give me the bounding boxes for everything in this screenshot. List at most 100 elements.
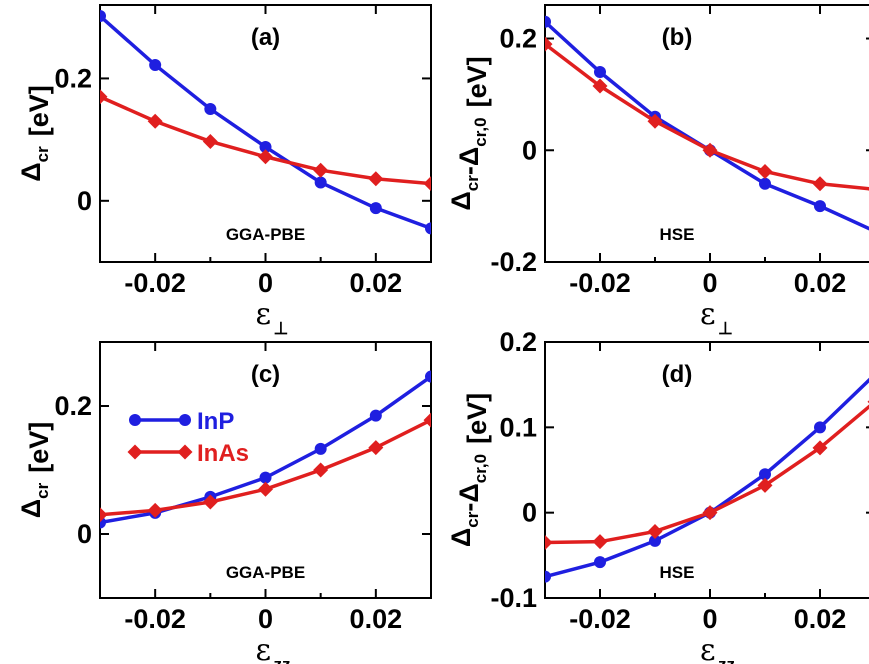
legend-label-inas: InAs bbox=[197, 440, 249, 467]
data-point-inp bbox=[315, 443, 327, 455]
series-line-inas bbox=[100, 97, 431, 184]
x-tick-label: 0.02 bbox=[794, 604, 847, 634]
data-point-inp bbox=[814, 200, 826, 212]
y-axis-symbol: -Δ bbox=[454, 147, 484, 175]
data-point-inas bbox=[593, 534, 608, 549]
y-axis-subscript: cr bbox=[463, 511, 482, 527]
x-tick-label: -0.02 bbox=[569, 604, 631, 634]
data-point-inas bbox=[424, 413, 439, 428]
panel-label: (b) bbox=[662, 24, 693, 51]
data-point-inp bbox=[594, 556, 606, 568]
data-point-inp bbox=[425, 371, 437, 383]
x-tick-label: -0.02 bbox=[124, 268, 186, 298]
x-tick-label: -0.02 bbox=[124, 604, 186, 634]
y-axis-label: Δcr [eV] bbox=[16, 85, 54, 182]
y-tick-label: 0 bbox=[522, 498, 537, 528]
y-axis-symbol: Δ bbox=[446, 191, 476, 210]
x-tick-label: 0.02 bbox=[350, 604, 403, 634]
y-axis-unit: [eV] bbox=[24, 422, 54, 473]
data-point-inas bbox=[203, 134, 218, 149]
data-point-inp bbox=[594, 66, 606, 78]
y-tick-label: 0.2 bbox=[54, 63, 92, 93]
x-tick-label: 0.02 bbox=[350, 268, 403, 298]
data-point-inas bbox=[538, 535, 553, 550]
plot-frame bbox=[545, 5, 869, 262]
data-point-inas bbox=[93, 89, 108, 104]
y-axis-symbol: -Δ bbox=[454, 483, 484, 511]
y-axis-subscript: cr,0 bbox=[471, 117, 490, 146]
data-point-inas bbox=[368, 171, 383, 186]
y-tick-label: 0.1 bbox=[499, 412, 537, 442]
data-point-inp bbox=[425, 222, 437, 234]
data-point-inas bbox=[703, 143, 718, 158]
data-point-inas bbox=[368, 440, 383, 455]
x-axis-label: ε bbox=[256, 633, 272, 664]
legend-marker bbox=[178, 445, 193, 460]
legend: InP InAs bbox=[128, 408, 250, 467]
series-line-inp bbox=[545, 22, 869, 232]
y-axis-unit: [eV] bbox=[462, 393, 492, 444]
data-point-inp bbox=[94, 10, 106, 22]
legend-label-inp: InP bbox=[197, 408, 234, 435]
x-tick-label: 0 bbox=[702, 268, 717, 298]
method-label: GGA-PBE bbox=[226, 225, 305, 244]
y-tick-label: 0.2 bbox=[499, 24, 537, 54]
data-point-inp bbox=[204, 103, 216, 115]
data-point-inas bbox=[258, 482, 273, 497]
data-point-inp bbox=[539, 571, 551, 583]
y-axis-unit: [eV] bbox=[24, 85, 54, 136]
x-axis-subscript: ⊥ bbox=[274, 319, 289, 338]
series-line-inas bbox=[100, 420, 431, 515]
method-label: HSE bbox=[660, 563, 695, 582]
y-axis-symbol: Δ bbox=[446, 528, 476, 547]
chart-panel-2: -0.02 0 0.02 0 0.2 (c) GGA-PBE εzz Δcr [eV] InP InA… bbox=[16, 342, 439, 664]
y-tick-label: 0 bbox=[77, 186, 92, 216]
data-point-inp bbox=[149, 59, 161, 71]
data-point-inas bbox=[148, 114, 163, 129]
x-axis-subscript: zz bbox=[718, 655, 735, 664]
data-point-inp bbox=[759, 178, 771, 190]
x-tick-label: 0 bbox=[702, 604, 717, 634]
series-layer bbox=[538, 16, 869, 238]
chart-panel-1: -0.02 0 0.02 -0.2 0 0.2 (b) HSE ε ⊥ Δcr-Δcr,0 [eV] bbox=[446, 5, 869, 338]
method-label: GGA-PBE bbox=[226, 563, 305, 582]
data-point-inp bbox=[539, 16, 551, 28]
x-axis-label: ε bbox=[256, 297, 272, 332]
data-point-inas bbox=[313, 163, 328, 178]
y-axis-unit: [eV] bbox=[462, 56, 492, 107]
y-axis-label: Δcr [eV] bbox=[16, 422, 54, 519]
data-point-inas bbox=[758, 164, 773, 179]
y-axis-symbol: Δ bbox=[16, 162, 46, 181]
series-layer bbox=[538, 368, 869, 582]
x-tick-label: 0 bbox=[258, 268, 273, 298]
y-tick-label: -0.2 bbox=[490, 247, 537, 277]
y-tick-label: 0 bbox=[522, 135, 537, 165]
x-tick-label: 0.02 bbox=[794, 268, 847, 298]
data-point-inp bbox=[315, 176, 327, 188]
y-axis-subscript: cr bbox=[33, 146, 52, 162]
data-point-inas bbox=[813, 176, 828, 191]
chart-panel-3: -0.02 0 0.02 -0.1 0 0.1 0.2 (d) HSE εzz Δcr-Δcr,0 [… bbox=[446, 327, 869, 664]
x-axis-subscript: ⊥ bbox=[718, 319, 733, 338]
panel-label: (d) bbox=[662, 361, 693, 388]
data-point-inas bbox=[313, 463, 328, 478]
y-axis-symbol: Δ bbox=[16, 499, 46, 518]
data-point-inp bbox=[370, 410, 382, 422]
y-axis-subscript: cr bbox=[33, 482, 52, 498]
x-axis-subscript: zz bbox=[274, 655, 291, 664]
data-point-inp bbox=[814, 421, 826, 433]
series-line-inp bbox=[545, 374, 869, 576]
legend-marker bbox=[179, 414, 191, 426]
data-point-inas bbox=[424, 176, 439, 191]
panel-label: (c) bbox=[251, 361, 280, 388]
plot-frame bbox=[545, 342, 869, 598]
y-axis-label: Δcr-Δcr,0 [eV] bbox=[446, 56, 492, 210]
y-tick-label: 0.2 bbox=[499, 327, 537, 357]
y-tick-label: 0 bbox=[77, 519, 92, 549]
series-layer bbox=[93, 371, 439, 529]
y-axis-subscript: cr,0 bbox=[471, 454, 490, 483]
y-tick-label: 0.2 bbox=[54, 391, 92, 421]
x-axis-label: ε bbox=[700, 297, 716, 332]
panel-label: (a) bbox=[251, 24, 280, 51]
